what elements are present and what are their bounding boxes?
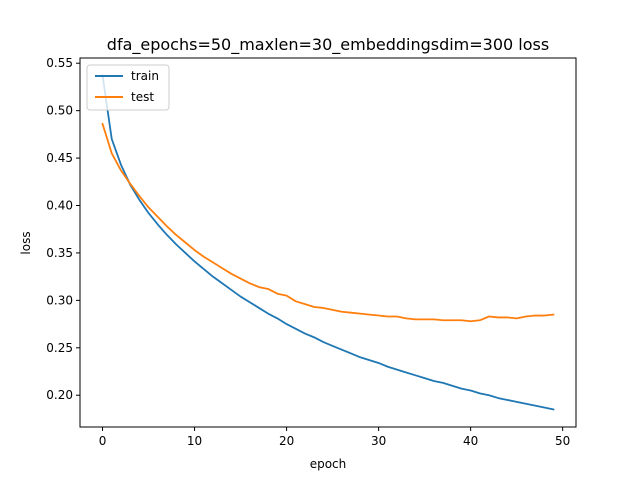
x-tick-label: 40: [463, 434, 478, 448]
y-tick-label: 0.50: [46, 104, 73, 118]
x-tick-label: 10: [187, 434, 202, 448]
x-axis-ticks: 0 10 20 30 40 50: [99, 427, 570, 448]
chart-title: dfa_epochs=50_maxlen=30_embeddingsdim=30…: [107, 35, 549, 55]
y-tick-label: 0.40: [46, 199, 73, 213]
legend: train test: [86, 64, 170, 111]
y-tick-label: 0.25: [46, 341, 73, 355]
y-tick-label: 0.55: [46, 56, 73, 70]
y-tick-label: 0.20: [46, 388, 73, 402]
x-axis-label: epoch: [310, 457, 347, 471]
x-tick-label: 0: [99, 434, 107, 448]
y-tick-label: 0.45: [46, 151, 73, 165]
x-tick-label: 30: [371, 434, 386, 448]
x-tick-label: 20: [279, 434, 294, 448]
legend-label-test: test: [131, 90, 154, 104]
y-tick-label: 0.35: [46, 246, 73, 260]
y-axis-ticks: 0.20 0.25 0.30 0.35 0.40 0.45 0.50 0.55: [46, 56, 80, 402]
plot-area-frame: [79, 57, 577, 428]
x-tick-label: 50: [555, 434, 570, 448]
series-layer: [101, 74, 555, 411]
y-axis-label: loss: [19, 231, 33, 254]
legend-label-train: train: [131, 69, 159, 83]
y-tick-label: 0.30: [46, 293, 73, 307]
series-line-test: [101, 122, 555, 323]
series-line-train: [101, 74, 555, 411]
